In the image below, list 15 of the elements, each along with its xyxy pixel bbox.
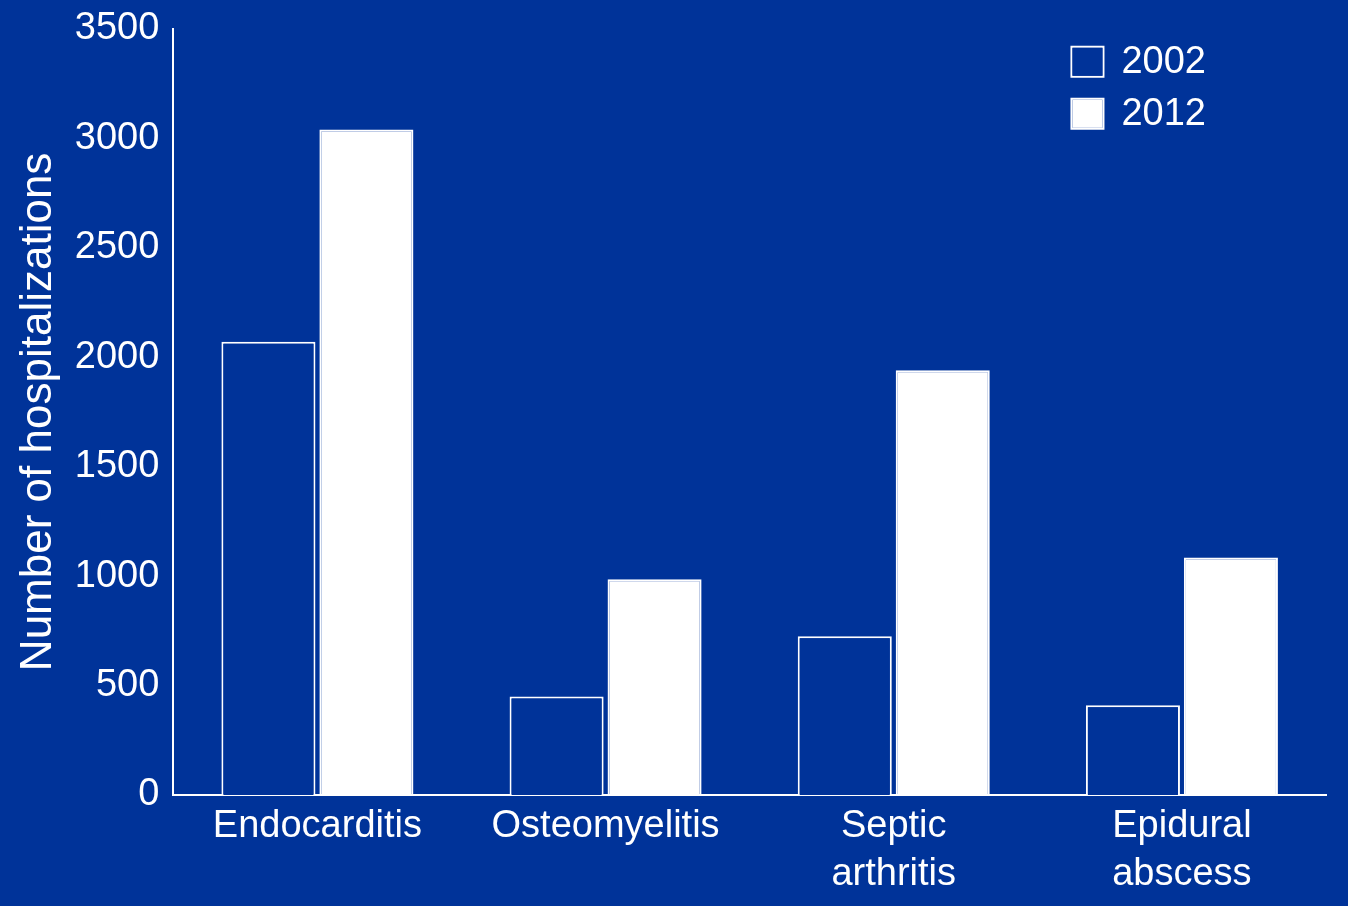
x-tick-label: Endocarditis bbox=[212, 803, 422, 846]
y-tick-label: 2000 bbox=[74, 333, 160, 376]
y-tick-label: 3500 bbox=[74, 5, 160, 48]
x-tick-label: Osteomyelitis bbox=[491, 803, 720, 846]
x-tick-label: Septic arthritis bbox=[831, 803, 957, 893]
y-tick-label: 500 bbox=[95, 662, 160, 705]
y-tick-label: 2500 bbox=[74, 224, 160, 267]
y-tick-label: 1000 bbox=[74, 552, 160, 595]
y-tick-label: 0 bbox=[138, 771, 160, 814]
legend-label: 2012 bbox=[1121, 91, 1207, 134]
y-tick-label: 1500 bbox=[74, 443, 160, 486]
legend-label: 2002 bbox=[1121, 39, 1207, 82]
y-tick-label: 3000 bbox=[74, 114, 160, 157]
y-axis-title: Number of hospitalizations bbox=[10, 152, 60, 672]
x-tick-label: Epidural abscess bbox=[1112, 803, 1252, 893]
